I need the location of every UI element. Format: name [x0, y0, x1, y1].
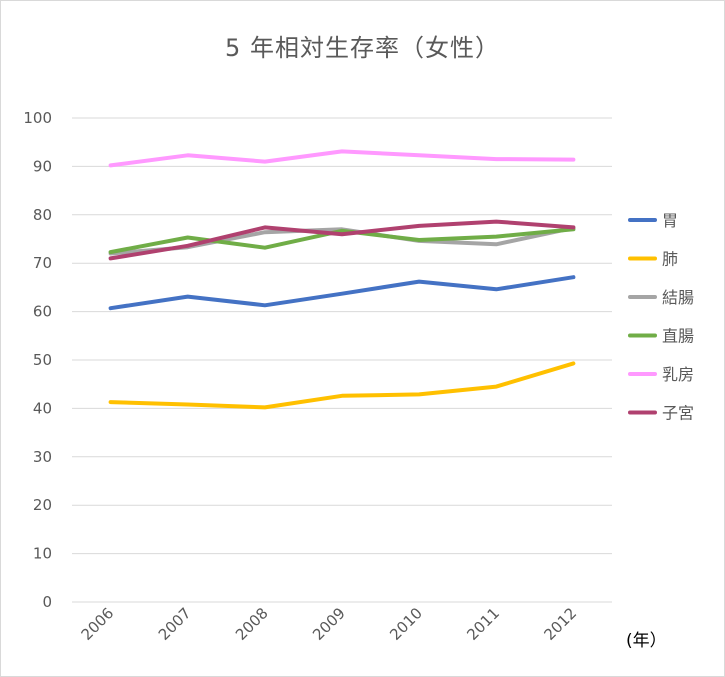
- y-tick-label: 50: [33, 351, 52, 369]
- legend-label-0: 胃: [662, 211, 678, 230]
- y-tick-label: 30: [33, 448, 52, 466]
- y-tick-label: 20: [33, 496, 52, 514]
- y-tick-label: 60: [33, 303, 52, 321]
- series-line-1: [108, 361, 576, 410]
- series-line-3: [108, 227, 576, 255]
- x-axis-ticks: 2006 2007 2008 2009 2010 2011 2012: [78, 604, 581, 644]
- y-tick-label: 0: [42, 593, 52, 611]
- y-axis-ticks: 0 10 20 30 40 50 60 70 80 90 100: [23, 109, 52, 611]
- x-tick-label: 2009: [309, 604, 349, 644]
- x-tick-label: 2012: [541, 604, 581, 644]
- legend-label-4: 乳房: [662, 365, 694, 384]
- x-tick-label: 2007: [155, 604, 195, 644]
- y-tick-label: 70: [33, 254, 52, 272]
- y-tick-label: 80: [33, 206, 52, 224]
- legend-label-3: 直腸: [662, 327, 694, 346]
- y-tick-label: 100: [23, 109, 52, 127]
- series-lines: [108, 149, 576, 410]
- x-tick-label: 2008: [232, 604, 272, 644]
- legend-label-5: 子宮: [662, 404, 694, 423]
- x-tick-label: 2010: [386, 604, 426, 644]
- y-tick-label: 10: [33, 545, 52, 563]
- legend-label-1: 肺: [662, 250, 678, 269]
- legend-label-2: 結腸: [662, 288, 694, 307]
- x-tick-label: 2006: [78, 604, 118, 644]
- x-tick-label: 2011: [463, 604, 503, 644]
- grid-lines: [72, 117, 612, 603]
- y-tick-label: 40: [33, 399, 52, 417]
- series-line-4: [108, 149, 576, 168]
- series-line-0: [108, 275, 576, 311]
- chart-title: 5 年相対生存率（女性）: [225, 34, 500, 62]
- x-unit-label: (年）: [626, 631, 667, 651]
- y-tick-label: 90: [33, 157, 52, 175]
- series-line-5: [108, 219, 576, 261]
